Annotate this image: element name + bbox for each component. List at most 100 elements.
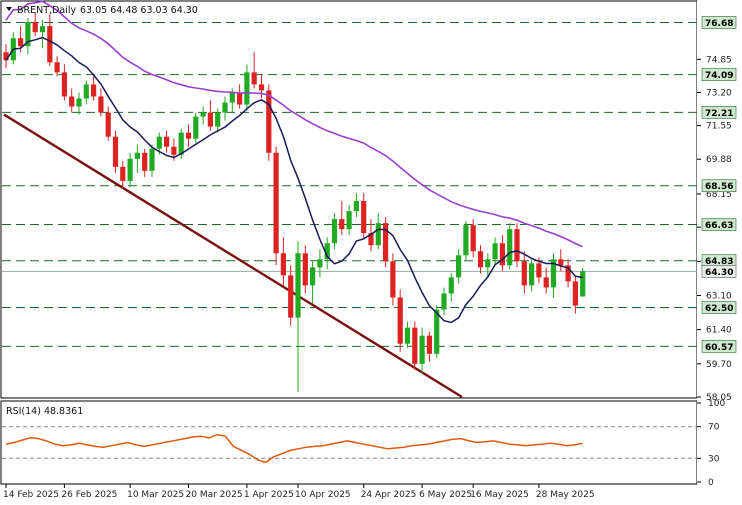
chart-ohlc: 63.05 64.48 63.03 64.30: [80, 5, 198, 16]
candle-body: [149, 148, 155, 171]
candle-body: [456, 255, 462, 278]
candle-body: [273, 152, 279, 254]
candle-body: [368, 233, 374, 246]
candle-body: [521, 261, 527, 286]
candle-body: [258, 84, 265, 91]
fast-moving-average-line: [5, 36, 583, 324]
x-tick-label: 20 Mar 2025: [186, 490, 243, 500]
candle-body: [339, 219, 345, 230]
time-axis: 14 Feb 2025 26 Feb 2025 10 Mar 2025 20 Mar …: [3, 484, 595, 500]
candle-body: [142, 152, 148, 171]
candle-body: [412, 327, 418, 364]
candle-body: [288, 275, 294, 318]
rsi-tick-label: 30: [708, 454, 720, 464]
candle-body: [375, 223, 381, 246]
x-tick-label: 24 Apr 2025: [361, 490, 417, 500]
level-tag-label: 64.83: [705, 257, 733, 267]
candle-body: [61, 72, 67, 97]
candle-body: [39, 26, 46, 33]
moving-averages: [5, 0, 584, 324]
x-tick-label: 10 Apr 2025: [295, 490, 351, 500]
y-tick-label: 74.85: [706, 55, 732, 65]
candle-body: [434, 309, 440, 354]
candle-body: [222, 102, 228, 113]
candle-body: [295, 253, 301, 318]
candle-body: [244, 72, 250, 105]
candle-body: [98, 96, 104, 113]
level-tag-label: 60.57: [705, 343, 733, 353]
candle-body: [514, 229, 520, 262]
candle-body: [565, 265, 571, 282]
candle-body: [448, 277, 454, 294]
level-tag-label: 76.68: [705, 19, 733, 29]
main-plot-frame: [0, 0, 698, 399]
rsi-plot-frame: [0, 400, 698, 485]
horizontal-levels: [2, 22, 697, 347]
level-tag-bg: [701, 340, 737, 353]
candle-body: [47, 26, 53, 63]
candle-body: [361, 201, 367, 234]
candle-body: [127, 158, 133, 181]
candle-body: [558, 259, 564, 266]
candle-body: [200, 112, 206, 117]
candle-body: [426, 335, 432, 354]
y-tick-label: 73.20: [706, 88, 732, 98]
level-tag-bg: [701, 179, 737, 193]
rsi-title: RSI(14) 48.8361: [6, 406, 83, 417]
level-tag-bg: [701, 16, 737, 29]
candle-body: [463, 225, 469, 256]
candle-body: [120, 166, 126, 181]
candle-body: [25, 22, 31, 47]
x-tick-label: 14 Feb 2025: [3, 490, 59, 500]
candle-body: [529, 263, 535, 286]
trend-line: [3, 113, 463, 399]
y-tick-label: 68.15: [706, 190, 732, 200]
candle-body: [572, 281, 578, 306]
level-tags: 76.68 74.09 72.21 68.56 66.63 64.83 62.50 60.57…: [701, 16, 737, 353]
candle-body: [346, 211, 352, 230]
level-tag-label: 62.50: [705, 304, 733, 314]
rsi-tick-label: 100: [708, 399, 725, 409]
y-tick-label: 59.70: [706, 360, 732, 370]
candle-body: [229, 92, 235, 103]
candle-body: [185, 132, 192, 139]
current-price-tag-label: 64.30: [705, 268, 733, 278]
triangle-down-icon[interactable]: [6, 7, 12, 11]
level-tag-bg: [701, 68, 737, 81]
candle-body: [215, 112, 221, 127]
rsi-series: 100 70 30 0: [2, 399, 725, 488]
price-axis-bg: [697, 1, 741, 484]
candle-body: [3, 52, 9, 61]
candle-body: [383, 223, 389, 262]
candle-body: [178, 132, 184, 155]
level-tag-bg: [701, 106, 737, 119]
candle-body: [54, 62, 60, 73]
x-tick-label: 6 May 2025: [419, 490, 472, 500]
candle-body: [580, 271, 586, 297]
candle-body: [237, 92, 243, 105]
candle-body: [105, 112, 111, 137]
slow-moving-average-line: [5, 0, 584, 248]
candle-body: [32, 22, 38, 33]
candle-body: [171, 146, 177, 155]
candle-body: [390, 261, 396, 298]
current-price-tag-bg: [701, 265, 737, 278]
level-tag-label: 72.21: [705, 109, 733, 119]
x-tick-label: 16 May 2025: [470, 490, 529, 500]
candle-body: [331, 219, 338, 244]
x-tick-label: 10 Mar 2025: [127, 490, 184, 500]
candle-body: [470, 225, 476, 252]
y-tick-label: 69.88: [706, 155, 732, 165]
x-tick-label: 1 Apr 2025: [244, 490, 294, 500]
candle-body: [499, 243, 505, 266]
candle-body: [324, 243, 330, 260]
candle-body: [193, 116, 199, 139]
level-tag-label: 66.63: [705, 221, 733, 231]
level-tag-label: 68.56: [705, 182, 733, 192]
candle-body: [83, 84, 89, 99]
descending-trendline: [3, 113, 463, 399]
candle-body: [69, 96, 75, 107]
candle-body: [543, 277, 549, 288]
candle-body: [310, 267, 316, 286]
